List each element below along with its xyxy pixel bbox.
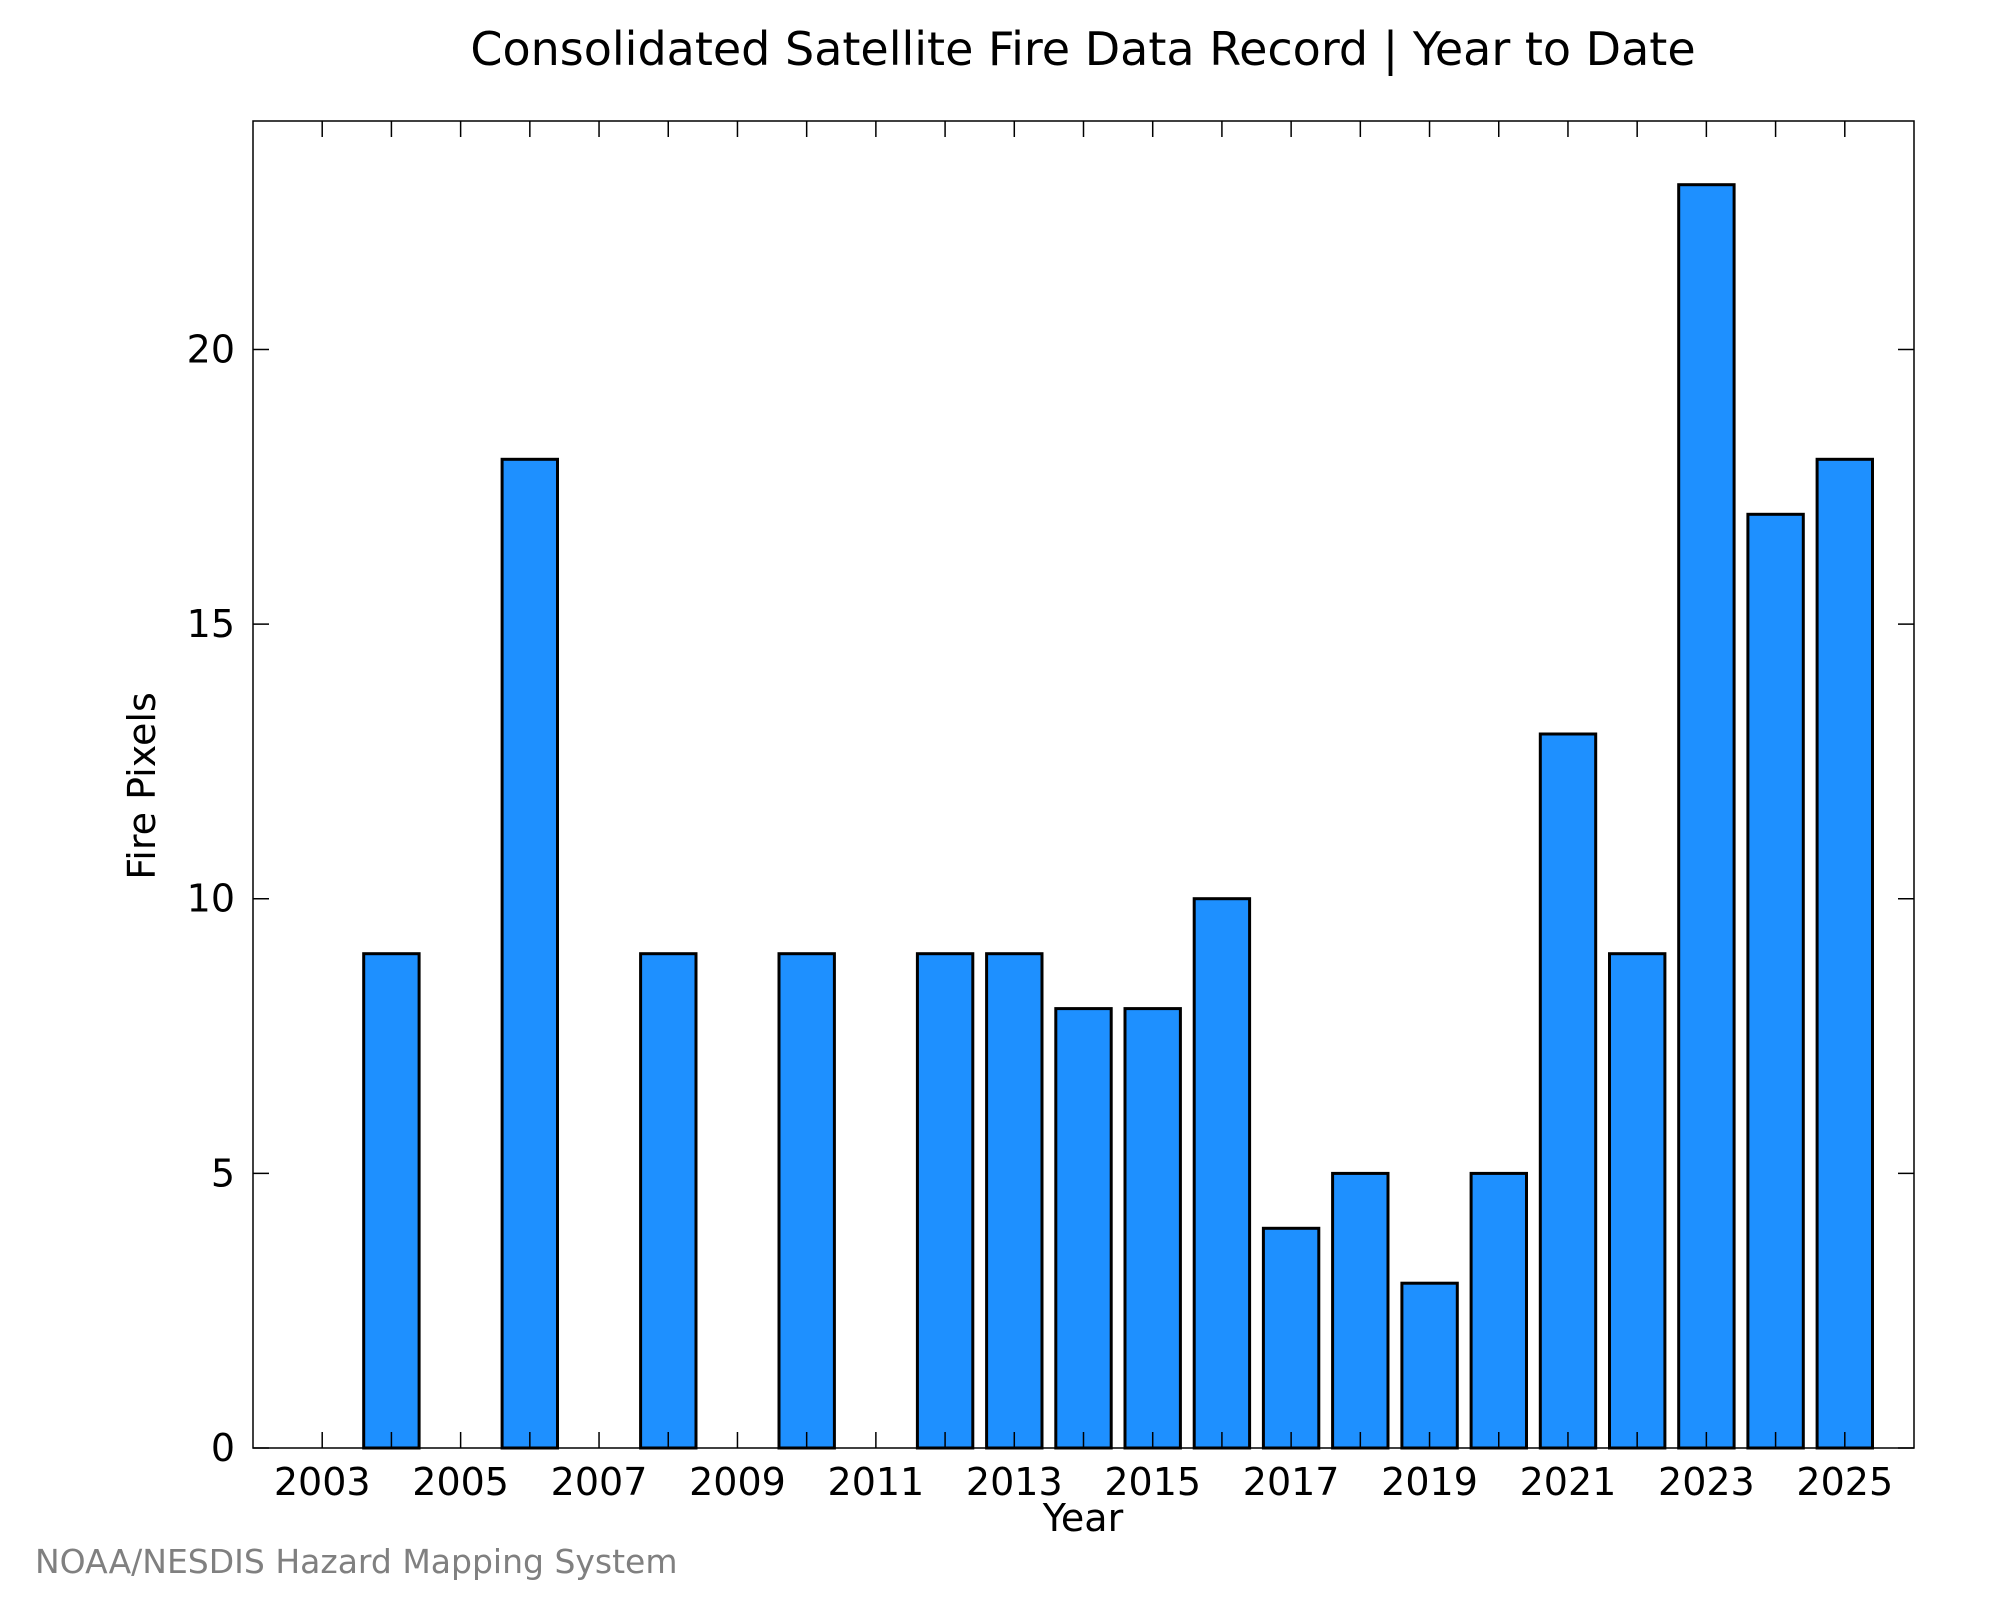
- bar-2021: [1538, 732, 1598, 1450]
- x-tick-label: 2019: [1381, 1460, 1478, 1504]
- y-tick-label: 20: [187, 327, 235, 371]
- bar-2020: [1469, 1171, 1528, 1450]
- chart-title: Consolidated Satellite Fire Data Record …: [470, 22, 1695, 77]
- y-tick-label: 5: [211, 1151, 235, 1195]
- bar-2012: [915, 952, 975, 1450]
- bar-2010: [777, 952, 836, 1450]
- bar-2024: [1746, 512, 1805, 1450]
- x-tick-label: 2009: [689, 1460, 786, 1504]
- x-tick-label: 2005: [412, 1460, 509, 1504]
- bars-layer: [362, 183, 1874, 1450]
- bar-2014: [1054, 1007, 1113, 1450]
- bar-2025: [1815, 457, 1874, 1450]
- source-credit: NOAA/NESDIS Hazard Mapping System: [35, 1542, 678, 1581]
- x-tick-label: 2015: [1104, 1460, 1201, 1504]
- x-tick-label: 2007: [551, 1460, 648, 1504]
- y-tick-label: 0: [211, 1426, 235, 1470]
- bar-2008: [639, 952, 698, 1450]
- bar-2015: [1123, 1007, 1182, 1450]
- y-tick-label: 15: [187, 602, 235, 646]
- bar-2004: [362, 952, 421, 1450]
- bar-2006: [500, 457, 560, 1450]
- bar-2017: [1261, 1226, 1321, 1450]
- y-tick-label: 10: [187, 877, 235, 921]
- x-tick-label: 2013: [966, 1460, 1063, 1504]
- bar-2023: [1677, 183, 1736, 1450]
- plot-frame: [252, 120, 1915, 1449]
- x-tick-label: 2017: [1243, 1460, 1340, 1504]
- x-tick-label: 2025: [1796, 1460, 1893, 1504]
- x-axis-label: Year: [1042, 1496, 1124, 1540]
- x-tick-label: 2011: [828, 1460, 925, 1504]
- ticks-layer: 0 5 10 15 20 2003 2005 2007 2009 2011 2013 2015 2017…: [187, 121, 1914, 1504]
- bar-2022: [1608, 952, 1667, 1450]
- bar-2016: [1192, 897, 1252, 1450]
- x-tick-label: 2003: [274, 1460, 371, 1504]
- y-axis-label: Fire Pixels: [120, 692, 164, 880]
- bar-2013: [985, 952, 1044, 1450]
- bar-2018: [1331, 1171, 1390, 1450]
- x-tick-label: 2021: [1520, 1460, 1617, 1504]
- bar-2019: [1400, 1281, 1459, 1450]
- x-tick-label: 2023: [1658, 1460, 1755, 1504]
